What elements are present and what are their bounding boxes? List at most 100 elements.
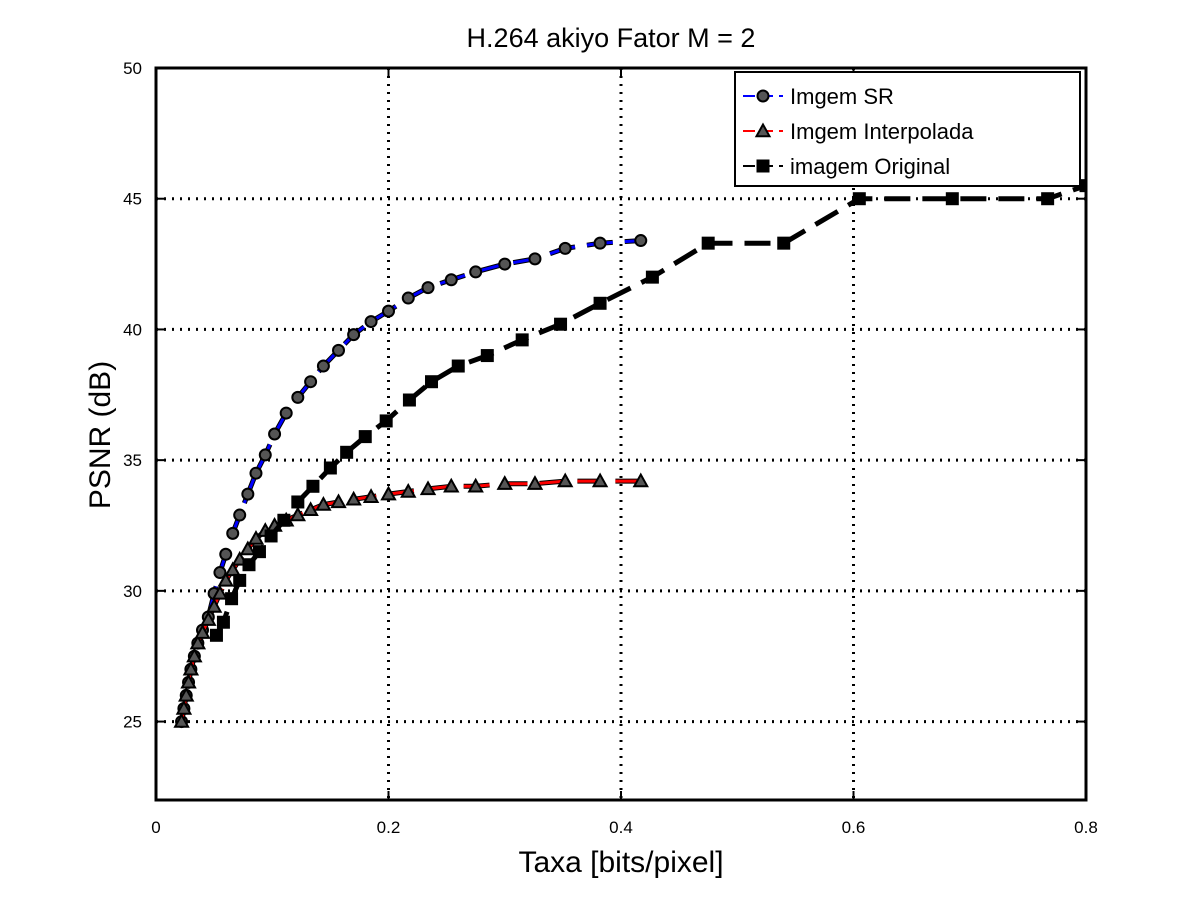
data-point <box>233 573 247 587</box>
data-point <box>304 375 318 389</box>
data-point <box>217 571 234 587</box>
data-point <box>528 252 542 266</box>
data-point <box>302 501 319 517</box>
legend-label: Imgem SR <box>790 84 894 109</box>
y-axis-label: PSNR (dB) <box>84 361 117 509</box>
data-point <box>1041 192 1055 206</box>
legend-item-3: imagem Original <box>743 154 950 179</box>
data-point <box>945 192 959 206</box>
data-point <box>225 592 239 606</box>
data-point <box>467 477 484 493</box>
data-point <box>401 291 415 305</box>
x-tick-label: 0.4 <box>609 818 633 837</box>
data-point <box>200 611 217 626</box>
data-point <box>632 472 649 488</box>
data-point <box>498 257 512 271</box>
x-tick-label: 0.6 <box>842 818 866 837</box>
data-point <box>557 472 574 488</box>
data-point <box>178 686 195 702</box>
y-tick-label: 35 <box>123 451 142 470</box>
data-point <box>239 540 257 556</box>
data-point <box>175 699 193 715</box>
data-point <box>554 317 568 331</box>
chart-title: H.264 akiyo Fator M = 2 <box>467 23 756 53</box>
data-point <box>211 584 229 600</box>
ticks: 0 0.2 0.4 0.6 0.8 25 30 35 40 45 50 <box>123 59 1098 837</box>
data-point <box>279 406 293 420</box>
series-line <box>180 239 641 722</box>
data-point <box>593 236 607 250</box>
legend-marker <box>754 122 772 138</box>
data-point <box>241 487 255 501</box>
data-point <box>233 508 247 522</box>
data-point <box>451 359 465 373</box>
data-point <box>194 624 211 639</box>
x-tick-label: 0.2 <box>377 818 401 837</box>
data-point <box>189 634 207 650</box>
data-point <box>226 526 240 540</box>
data-point <box>777 236 791 250</box>
data-point <box>258 448 272 462</box>
data-point <box>593 296 607 310</box>
data-point <box>291 390 305 404</box>
data-point <box>340 445 354 459</box>
data-point <box>419 480 437 496</box>
data-point <box>306 479 320 493</box>
data-point <box>186 647 203 663</box>
legend-item-1: Imgem SR <box>743 84 894 109</box>
series-line-outline <box>214 183 1086 637</box>
data-point <box>182 660 200 676</box>
data-point <box>289 506 307 522</box>
data-point <box>209 628 223 642</box>
legend-label: imagem Original <box>790 154 950 179</box>
data-point <box>634 234 648 248</box>
data-point <box>358 430 372 444</box>
data-point <box>173 713 190 728</box>
data-point <box>645 270 659 284</box>
data-point <box>402 393 416 407</box>
x-axis-label: Taxa [bits/pixel] <box>518 846 723 879</box>
y-tick-label: 30 <box>123 582 142 601</box>
series-3 <box>209 179 1086 642</box>
data-point <box>400 482 417 498</box>
data-point <box>379 414 393 428</box>
data-point <box>526 475 544 490</box>
data-point <box>242 558 256 572</box>
data-point <box>224 561 241 577</box>
data-point <box>249 466 263 480</box>
grid <box>156 68 1086 800</box>
y-tick-label: 45 <box>123 190 142 209</box>
legend-marker <box>756 159 770 173</box>
data-point <box>180 673 197 689</box>
y-tick-label: 25 <box>123 713 142 732</box>
legend-box <box>734 71 1081 187</box>
data-point <box>247 530 265 545</box>
legend-label: Imgem Interpolada <box>790 119 974 144</box>
data-point <box>315 496 332 511</box>
data-point <box>347 328 361 342</box>
y-tick-label: 50 <box>123 59 142 78</box>
series-layer <box>173 179 1086 729</box>
data-point <box>591 472 609 488</box>
data-point <box>330 493 347 509</box>
data-point <box>480 349 494 363</box>
data-point <box>425 375 439 389</box>
x-tick-label: 0 <box>151 818 160 837</box>
data-point <box>345 490 362 506</box>
data-point <box>382 304 395 318</box>
data-point <box>469 265 483 279</box>
data-point <box>362 488 380 503</box>
data-point <box>701 236 715 250</box>
data-point <box>216 615 230 629</box>
data-point <box>364 315 378 329</box>
data-point <box>219 547 233 561</box>
legend-item-2: Imgem Interpolada <box>743 119 974 144</box>
data-point <box>277 513 291 527</box>
data-point <box>205 597 223 613</box>
data-point <box>291 495 305 509</box>
data-point <box>443 477 460 493</box>
data-point <box>496 475 513 490</box>
data-point <box>323 461 337 475</box>
x-tick-label: 0.8 <box>1074 818 1098 837</box>
